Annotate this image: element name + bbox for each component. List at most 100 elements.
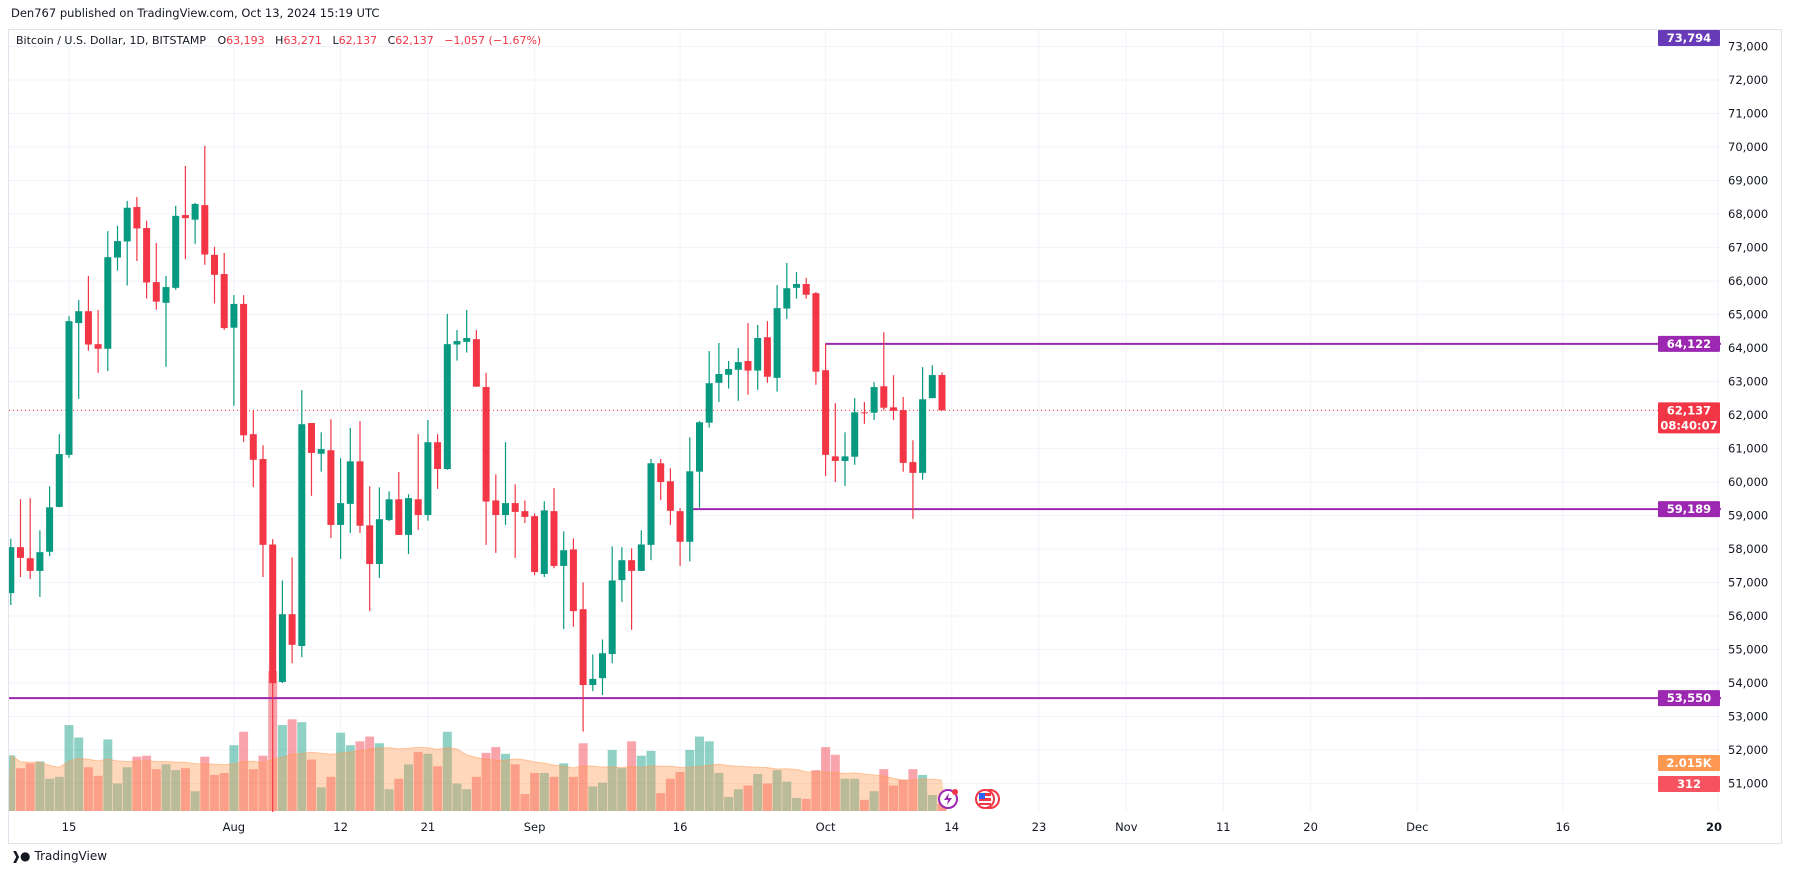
- volume-bar: [355, 741, 365, 811]
- volume-bar: [336, 732, 346, 811]
- candle: [472, 329, 480, 387]
- candle-body: [434, 442, 442, 470]
- price-tick-label: 72,000: [1728, 73, 1768, 87]
- candle-body: [511, 503, 519, 512]
- volume-ma-area: [9, 747, 947, 811]
- candle: [890, 375, 897, 420]
- time-tick-label: 21: [421, 820, 436, 834]
- candle: [133, 197, 141, 262]
- us-flag-economic-event-icon[interactable]: [975, 789, 1000, 809]
- volume-bar: [801, 798, 811, 811]
- candle-body: [463, 338, 471, 342]
- volume-bar: [190, 791, 200, 811]
- volume-bar: [45, 778, 55, 811]
- volume-bar: [830, 754, 840, 811]
- last-price-label-background: [1658, 402, 1720, 434]
- candle-body: [482, 387, 490, 502]
- volume-bar: [74, 737, 84, 811]
- volume-bar: [549, 776, 559, 811]
- candle-body: [628, 560, 636, 571]
- price-tick-label: 57,000: [1728, 576, 1768, 590]
- lightning-event-icon[interactable]: [938, 789, 958, 809]
- candle: [793, 272, 800, 299]
- candle-body: [337, 503, 345, 525]
- volume-bar: [520, 794, 530, 811]
- candle: [870, 382, 878, 420]
- volume-bar: [287, 719, 297, 811]
- candle: [676, 508, 684, 566]
- candle-body: [424, 442, 432, 515]
- volume-bar: [180, 768, 190, 811]
- candle-body: [589, 678, 597, 686]
- candle: [201, 145, 209, 265]
- volume-bar: [9, 755, 16, 811]
- volume-bar: [122, 767, 132, 811]
- price-tick-label: 66,000: [1728, 274, 1768, 288]
- horizontal-levels[interactable]: [9, 342, 1721, 700]
- candle-body: [890, 407, 897, 411]
- volume-bar: [413, 751, 423, 811]
- candle: [395, 472, 403, 535]
- candle: [734, 348, 742, 401]
- time-tick-label: 23: [1032, 820, 1047, 834]
- candle: [46, 486, 54, 556]
- price-tick-label: 56,000: [1728, 609, 1768, 623]
- candle: [327, 419, 335, 538]
- volume-bar: [685, 749, 695, 811]
- candle-body: [822, 370, 830, 455]
- candle: [162, 275, 170, 367]
- volume-bar: [850, 778, 860, 811]
- volume-bar: [151, 769, 161, 811]
- candle-body: [230, 303, 238, 328]
- volume-bar: [559, 763, 569, 811]
- symbol-legend[interactable]: Bitcoin / U.S. Dollar, 1D, BITSTAMP O63,…: [16, 34, 548, 47]
- candle-body: [84, 311, 92, 345]
- level-price-label-text: 53,550: [1667, 691, 1711, 705]
- candle: [511, 484, 519, 558]
- volume-bar: [374, 743, 384, 811]
- candle-body: [9, 547, 15, 594]
- volume-bar: [471, 776, 481, 811]
- volume-bar: [927, 795, 937, 811]
- candle: [405, 494, 412, 555]
- volume-bar: [326, 776, 336, 811]
- candle: [637, 530, 645, 571]
- open-label: O: [217, 34, 227, 47]
- time-tick-label: Aug: [223, 820, 245, 834]
- tradingview-logo[interactable]: ❱● TradingView: [11, 849, 107, 863]
- price-tick-label: 51,000: [1728, 777, 1768, 791]
- candle: [560, 531, 568, 630]
- volume-bar: [113, 783, 122, 811]
- volume-bar: [908, 769, 918, 811]
- candle-body: [375, 519, 383, 565]
- candle: [211, 246, 218, 304]
- candle-body: [860, 412, 868, 414]
- volume-last-label-text: 312: [1677, 777, 1701, 791]
- volume-bar: [714, 772, 724, 811]
- close-label: C: [387, 34, 396, 47]
- candle: [172, 205, 180, 290]
- time-axis[interactable]: 15 Aug 12 21 Sep 16 Oct 14 23 Nov 11 20 Dec 16 20: [62, 820, 1722, 834]
- candle-body: [55, 454, 63, 507]
- candle-body: [26, 558, 34, 571]
- candle: [618, 547, 626, 602]
- candle: [123, 200, 131, 286]
- candle: [628, 548, 636, 630]
- volume-last-label-background: [1658, 776, 1720, 792]
- volume-bar: [54, 776, 64, 811]
- candle-body: [240, 303, 248, 436]
- candle-body: [308, 423, 315, 453]
- candle-body: [550, 511, 558, 566]
- volume-bar: [617, 768, 627, 811]
- candle-body: [220, 274, 228, 329]
- candle-body: [618, 560, 626, 581]
- volume-bar: [491, 747, 501, 811]
- candle: [414, 434, 422, 530]
- volume-bar: [462, 789, 472, 811]
- volume-bar: [675, 772, 685, 811]
- candle-body: [152, 282, 160, 302]
- volume-bar: [782, 781, 792, 811]
- volume-ma-label-background: [1658, 755, 1720, 771]
- price-axis[interactable]: 51,000 52,000 53,000 54,000 55,000 56,000 57,0…: [1728, 40, 1768, 791]
